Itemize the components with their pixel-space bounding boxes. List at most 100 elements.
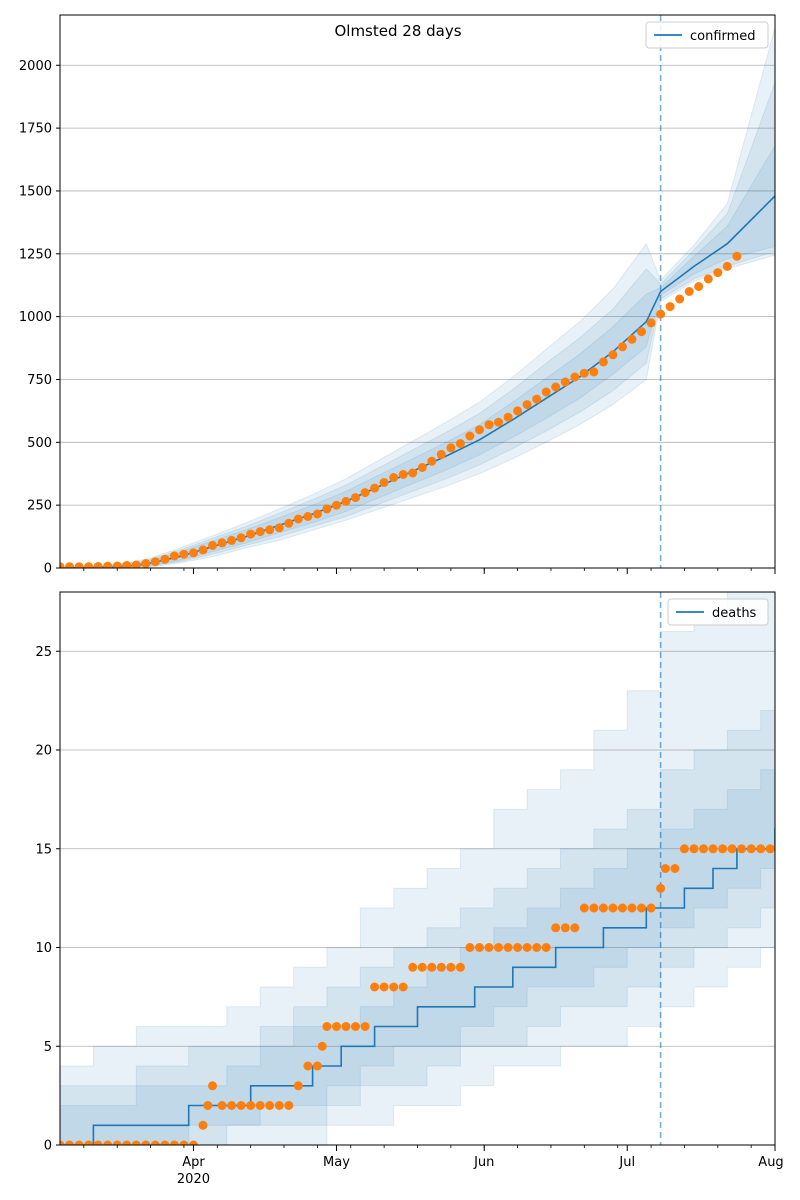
observed-point [65,1140,74,1145]
x-tick-label: Aug [758,1155,783,1170]
deaths-plot-area [60,592,775,1145]
observed-point [389,473,399,482]
observed-point [532,394,542,404]
observed-point [131,560,141,568]
observed-point [360,488,370,498]
observed-point [765,844,775,854]
observed-point [627,334,637,344]
confirmed-line [60,195,775,568]
observed-point [598,357,608,367]
observed-point [484,420,494,430]
observed-point [465,431,475,441]
observed-point [756,844,766,854]
observed-point [303,512,313,521]
uncertainty-band [60,144,775,568]
observed-point [637,327,646,337]
observed-point [84,562,94,568]
observed-point [637,903,646,913]
observed-point [737,844,747,854]
observed-point [189,1140,198,1145]
observed-point [436,962,446,972]
uncertainty-band [60,82,775,568]
observed-point [255,1101,265,1110]
observed-point [203,1101,213,1110]
observed-point [312,509,322,519]
observed-point [317,1041,327,1051]
x-tick-label: Apr [182,1155,205,1170]
observed-point [160,554,170,564]
uncertainty-band [60,750,775,1145]
y-tick-label: 500 [27,436,52,451]
observed-point [236,533,246,543]
observed-point [408,468,418,478]
observed-point [93,1140,103,1145]
x-tick-label: Jun [473,1155,494,1170]
legend-box [667,598,769,626]
observed-point [227,1101,237,1110]
observed-point [236,1101,246,1110]
observed-point [446,962,456,972]
observed-point [112,561,122,568]
observed-point [322,1022,332,1031]
x-tick-label: May [323,1155,350,1170]
observed-point [541,943,551,952]
deaths-chart: 0 5 10 15 20 25 Apr 2020 May Jun Jul Aug deaths [35,591,784,1187]
observed-point [513,943,523,952]
observed-point [208,540,217,550]
observed-point [293,514,303,524]
observed-point [718,844,728,854]
observed-point [198,545,208,555]
observed-point [417,962,427,972]
observed-point [608,903,618,913]
y-tick-label: 1750 [19,122,52,137]
observed-point [217,1101,227,1110]
observed-point [503,943,513,952]
observed-point [341,1022,351,1031]
observed-point [551,382,561,392]
observed-point [579,903,589,913]
observed-point [679,844,689,854]
observed-point [379,982,389,992]
observed-point [522,400,532,410]
observed-point [579,368,589,378]
observed-point [465,943,475,952]
observed-point [708,844,718,854]
observed-point [455,439,465,449]
observed-point [455,962,465,972]
observed-point [74,1140,84,1145]
deaths-line [60,828,775,1145]
observed-point [684,287,694,296]
observed-point [179,549,189,559]
legend: confirmed [645,21,769,49]
x-year-label: 2020 [177,1172,210,1187]
observed-point [312,1061,322,1071]
confirmed-chart: 0 250 500 750 1000 1250 1500 1750 2000 confirmed [19,14,776,577]
observed-point [746,844,756,854]
observed-point [122,561,132,568]
legend-label: deaths [712,606,757,621]
observed-point [570,923,580,933]
observed-point [169,1140,179,1145]
observed-point [732,251,742,261]
observed-point [727,844,737,854]
observed-point [713,268,723,278]
observed-point [265,525,275,535]
observed-point [646,903,656,913]
observed-point [189,548,198,558]
y-tick-label: 10 [35,941,52,956]
legend-box [645,21,769,49]
observed-point [665,302,675,312]
observed-point [513,406,523,416]
observed-point [494,417,503,427]
observed-point [570,372,580,382]
observed-point [398,982,408,992]
observed-point [560,377,570,387]
observed-point [598,903,608,913]
observed-point [484,943,494,952]
observed-point [370,483,380,493]
observed-point [150,557,160,567]
y-tick-label: 20 [35,744,52,759]
observed-point [74,562,84,568]
observed-point [360,1022,370,1031]
